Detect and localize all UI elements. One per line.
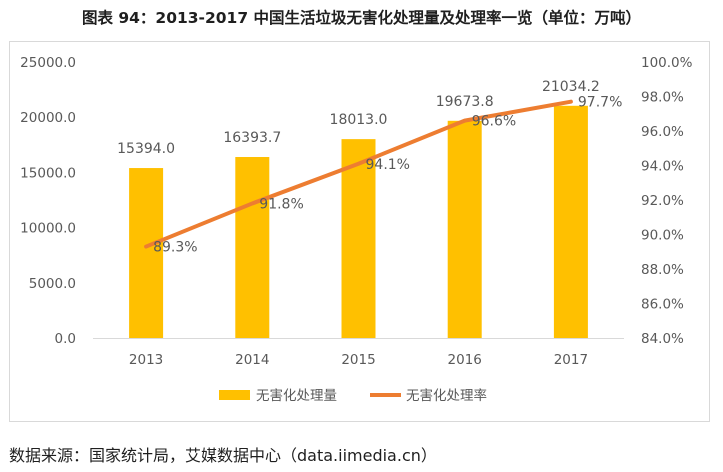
- x-tick-label: 2017: [554, 352, 588, 368]
- rate-point-2014: [250, 201, 254, 205]
- rate-point-2017: [569, 100, 573, 104]
- y-left-tick-label: 0.0: [55, 331, 76, 347]
- y-right-tick-label: 94.0%: [641, 159, 684, 175]
- y-left-tick-label: 15000.0: [20, 165, 76, 181]
- y-left-tick-label: 25000.0: [20, 55, 76, 71]
- y-right-tick-label: 98.0%: [641, 90, 684, 106]
- legend-bar-swatch: [219, 390, 250, 400]
- rate-point-2015: [357, 162, 360, 166]
- x-tick-label: 2016: [448, 352, 482, 368]
- rate-point-2013: [144, 245, 148, 249]
- legend-line-label: 无害化处理率: [406, 387, 487, 404]
- y-right-tick-label: 84.0%: [641, 331, 684, 347]
- y-right-tick-label: 100.0%: [641, 55, 693, 71]
- x-tick-label: 2015: [341, 352, 375, 368]
- bar-2013: [129, 168, 164, 338]
- rate-value-label: 89.3%: [153, 240, 197, 256]
- y-right-tick-label: 90.0%: [641, 228, 684, 244]
- bar-2016: [447, 120, 482, 339]
- rate-value-label: 94.1%: [366, 157, 410, 173]
- y-right-tick-label: 92.0%: [641, 193, 684, 209]
- y-right-tick-label: 96.0%: [641, 124, 684, 140]
- chart-title: 图表 94：2013-2017 中国生活垃圾无害化处理量及处理率一览（单位：万吨…: [81, 9, 642, 27]
- y-left-tick-label: 5000.0: [29, 276, 76, 292]
- rate-point-2016: [463, 119, 467, 123]
- y-right-tick-label: 88.0%: [641, 262, 684, 278]
- rate-value-label: 91.8%: [259, 196, 303, 212]
- rate-value-label: 96.6%: [472, 114, 516, 130]
- bar-value-label: 19673.8: [436, 94, 494, 110]
- bar-value-label: 18013.0: [330, 112, 388, 128]
- bar-2015: [341, 139, 376, 338]
- bar-value-label: 15394.0: [117, 141, 175, 157]
- source-note: 数据来源：国家统计局，艾媒数据中心（data.iimedia.cn）: [9, 446, 437, 465]
- x-tick-label: 2013: [129, 352, 163, 368]
- rate-value-label: 97.7%: [578, 95, 622, 111]
- x-tick-label: 2014: [235, 352, 269, 368]
- legend-bar-label: 无害化处理量: [256, 388, 337, 404]
- bar-value-label: 16393.7: [223, 130, 281, 146]
- y-right-tick-label: 86.0%: [641, 297, 684, 313]
- y-left-tick-label: 20000.0: [20, 110, 76, 126]
- bar-value-label: 21034.2: [542, 79, 600, 95]
- bar-2017: [553, 105, 588, 338]
- bar-2014: [235, 157, 270, 338]
- chart-frame: [9, 41, 710, 422]
- y-left-tick-label: 10000.0: [20, 221, 76, 237]
